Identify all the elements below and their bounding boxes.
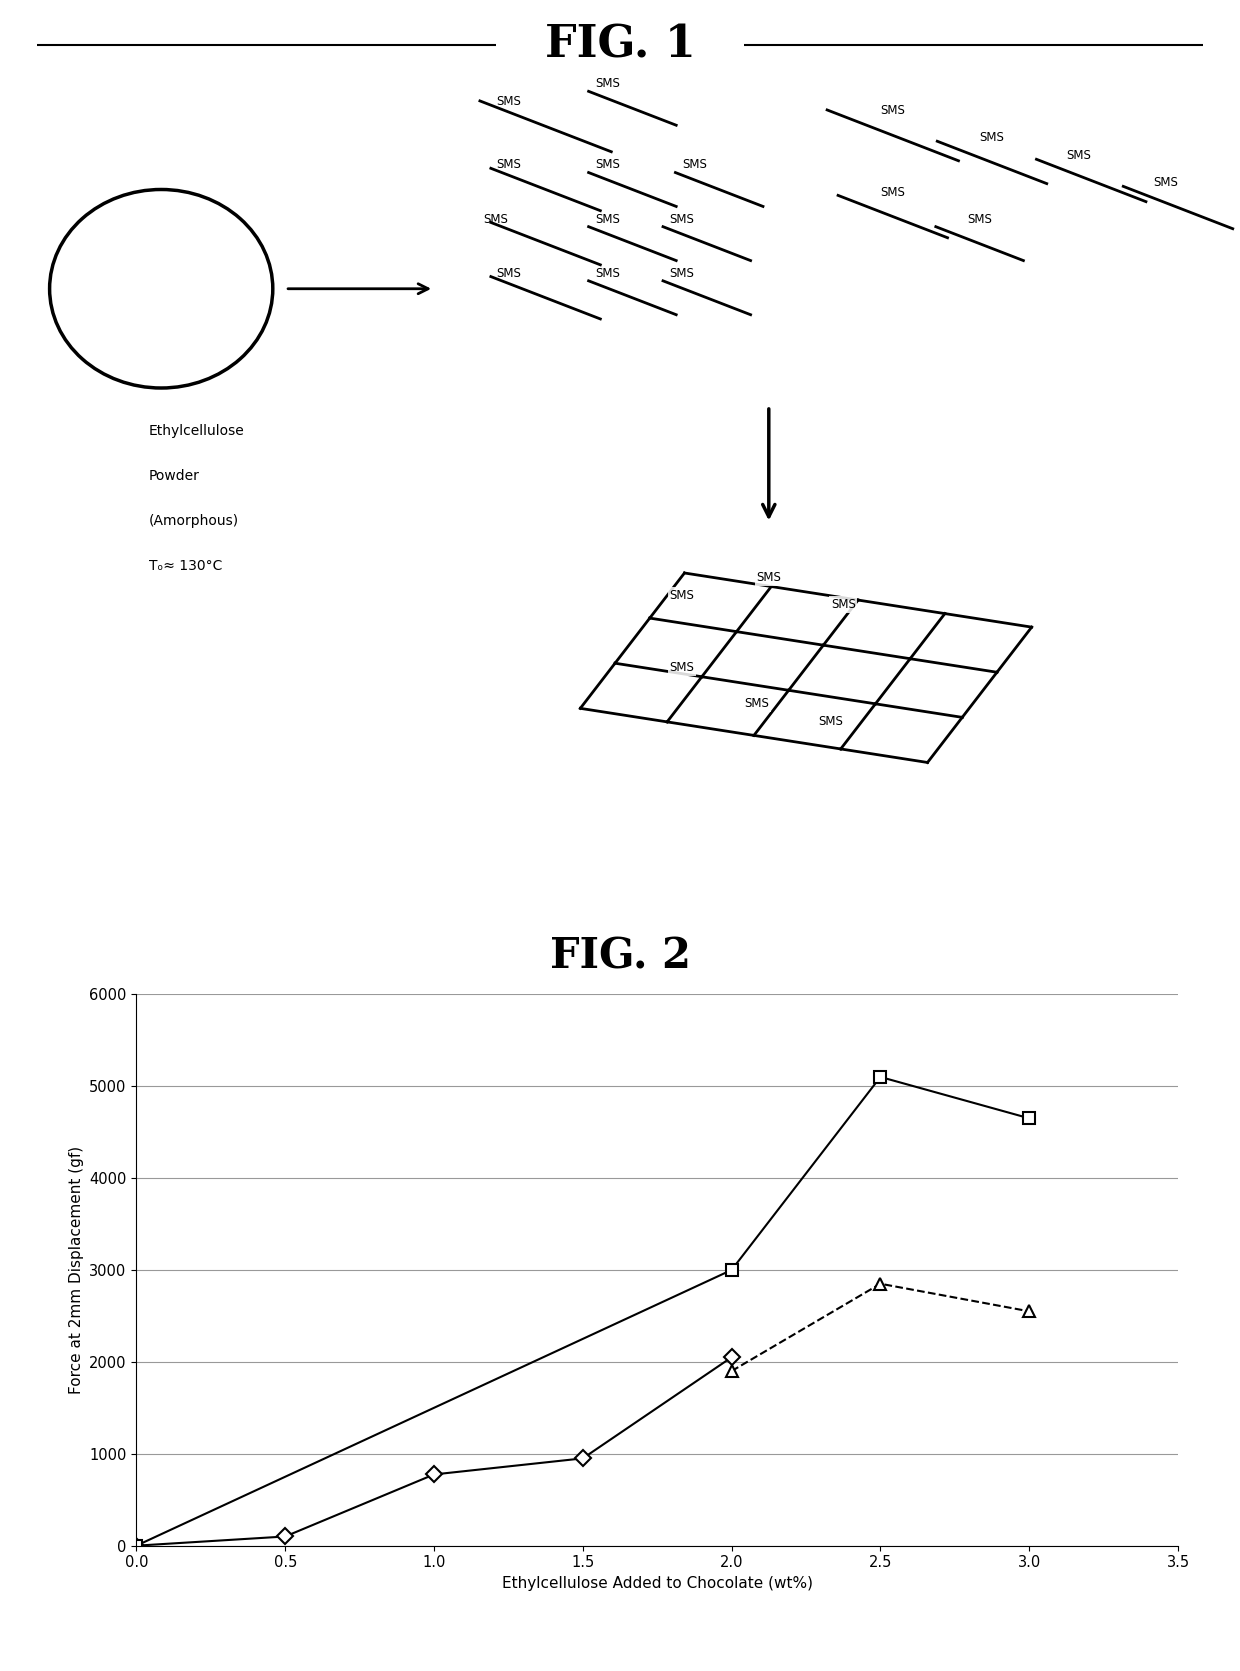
Text: SMS: SMS — [682, 159, 707, 172]
Text: SMS: SMS — [744, 697, 769, 710]
Text: Powder: Powder — [149, 470, 200, 483]
Y-axis label: Force at 2mm Displacement (gf): Force at 2mm Displacement (gf) — [68, 1146, 83, 1394]
Text: SMS: SMS — [595, 267, 620, 279]
Text: SMS: SMS — [967, 212, 992, 226]
Text: SMS: SMS — [595, 159, 620, 172]
Text: SMS: SMS — [1066, 149, 1091, 162]
Text: Tₒ≈ 130°C: Tₒ≈ 130°C — [149, 560, 222, 573]
Text: SMS: SMS — [595, 212, 620, 226]
Text: SMS: SMS — [880, 185, 905, 199]
Text: SMS: SMS — [1153, 177, 1178, 189]
Text: SMS: SMS — [670, 212, 694, 226]
Text: SMS: SMS — [831, 598, 856, 612]
Text: SMS: SMS — [980, 132, 1004, 144]
Text: SMS: SMS — [595, 77, 620, 90]
Text: SMS: SMS — [670, 662, 694, 673]
Text: SMS: SMS — [484, 212, 508, 226]
X-axis label: Ethylcellulose Added to Chocolate (wt%): Ethylcellulose Added to Chocolate (wt%) — [502, 1576, 812, 1591]
Text: SMS: SMS — [880, 104, 905, 117]
Text: Ethylcellulose: Ethylcellulose — [149, 424, 244, 438]
Text: SMS: SMS — [818, 715, 843, 729]
Text: SMS: SMS — [670, 267, 694, 279]
Text: FIG. 2: FIG. 2 — [549, 936, 691, 978]
Text: SMS: SMS — [496, 159, 521, 172]
Text: SMS: SMS — [756, 571, 781, 583]
Text: SMS: SMS — [496, 95, 521, 109]
Text: SMS: SMS — [496, 267, 521, 279]
Text: FIG. 1: FIG. 1 — [544, 23, 696, 67]
Text: SMS: SMS — [670, 590, 694, 602]
Text: (Amorphous): (Amorphous) — [149, 515, 239, 528]
